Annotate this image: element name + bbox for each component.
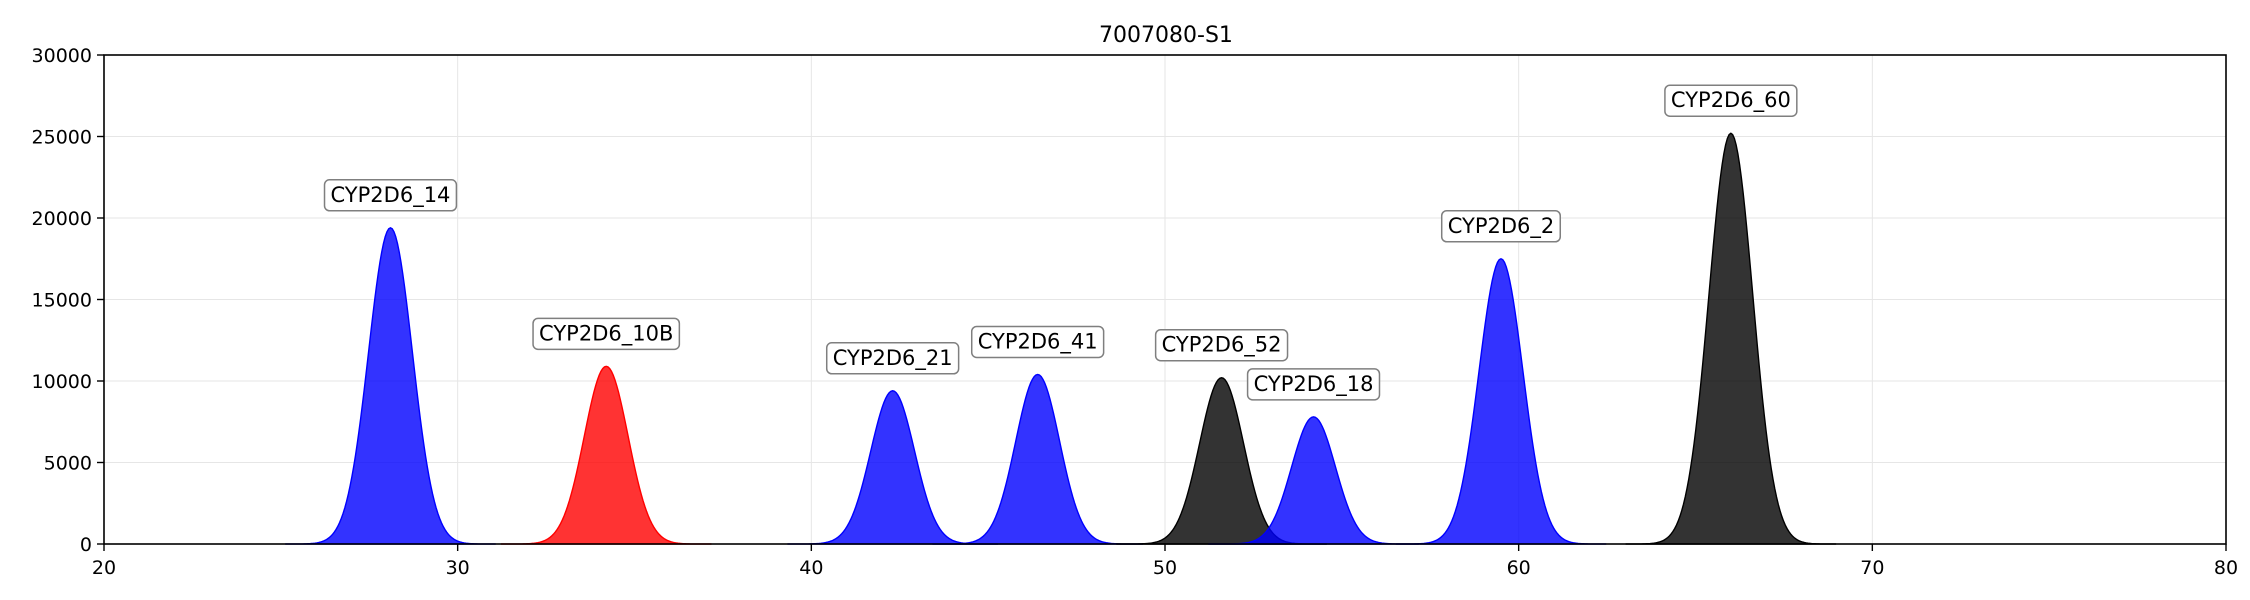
peak-label: CYP2D6_60 bbox=[1664, 84, 1798, 117]
peak-area-cyp2d6-14 bbox=[285, 226, 496, 545]
chart-title: 7007080-S1 bbox=[1099, 23, 1233, 48]
peak-label: CYP2D6_52 bbox=[1154, 328, 1289, 362]
y-tick-label: 30000 bbox=[32, 45, 92, 67]
peak-area-cyp2d6-41 bbox=[932, 373, 1143, 545]
peak-area-cyp2d6-21 bbox=[787, 390, 998, 545]
axis-ticks: 20 30 40 50 60 70 80 0 5000 10000 15000 20000 25000 3… bbox=[32, 45, 2239, 579]
peak-labels: CYP2D6_14 CYP2D6_10B CYP2D6_21 CYP2D6_41 CYP… bbox=[323, 84, 1798, 401]
grid bbox=[104, 55, 2226, 544]
peak-label-box bbox=[323, 179, 458, 212]
y-tick-label: 15000 bbox=[32, 290, 92, 312]
peak-label-box bbox=[970, 325, 1105, 359]
peak-label-box bbox=[532, 317, 681, 351]
peak-label-box bbox=[1664, 84, 1798, 117]
peak-area-cyp2d6-10b bbox=[500, 365, 712, 545]
y-tick-label: 20000 bbox=[32, 208, 92, 230]
peak-label-text: CYP2D6_10B bbox=[539, 321, 673, 346]
x-tick-label: 30 bbox=[446, 557, 470, 579]
peak-label-text: CYP2D6_60 bbox=[1671, 88, 1791, 113]
x-tick-label: 80 bbox=[2214, 557, 2238, 579]
y-tick-label: 0 bbox=[80, 534, 92, 556]
peak-label-box bbox=[825, 342, 960, 375]
peak-label: CYP2D6_10B bbox=[532, 317, 681, 351]
x-tick-label: 50 bbox=[1153, 557, 1177, 579]
peak-label: CYP2D6_14 bbox=[323, 179, 458, 212]
y-tick-label: 25000 bbox=[32, 127, 92, 149]
peak-label-box bbox=[1154, 328, 1289, 362]
peak-area-cyp2d6-2 bbox=[1395, 257, 1607, 545]
peak-label-box bbox=[1246, 368, 1381, 401]
peak-label-text: CYP2D6_21 bbox=[833, 346, 953, 371]
peak-label-text: CYP2D6_2 bbox=[1448, 214, 1555, 239]
x-tick-label: 20 bbox=[92, 557, 116, 579]
peak-label-text: CYP2D6_18 bbox=[1254, 372, 1374, 397]
x-tick-label: 40 bbox=[799, 557, 823, 579]
peak-label-box bbox=[1440, 210, 1562, 243]
peak-label-text: CYP2D6_14 bbox=[331, 183, 451, 208]
x-tick-label: 60 bbox=[1507, 557, 1531, 579]
y-tick-label: 10000 bbox=[32, 371, 92, 393]
peak-label: CYP2D6_21 bbox=[825, 342, 960, 375]
x-tick-label: 70 bbox=[1860, 557, 1884, 579]
y-tick-label: 5000 bbox=[44, 453, 92, 475]
peak-label: CYP2D6_18 bbox=[1246, 368, 1381, 401]
peak-label: CYP2D6_2 bbox=[1440, 210, 1562, 243]
peak-label: CYP2D6_41 bbox=[970, 325, 1105, 359]
peak-area-cyp2d6-60 bbox=[1625, 132, 1837, 545]
peak-label-text: CYP2D6_41 bbox=[978, 329, 1098, 354]
peak-label-text: CYP2D6_52 bbox=[1162, 333, 1282, 358]
